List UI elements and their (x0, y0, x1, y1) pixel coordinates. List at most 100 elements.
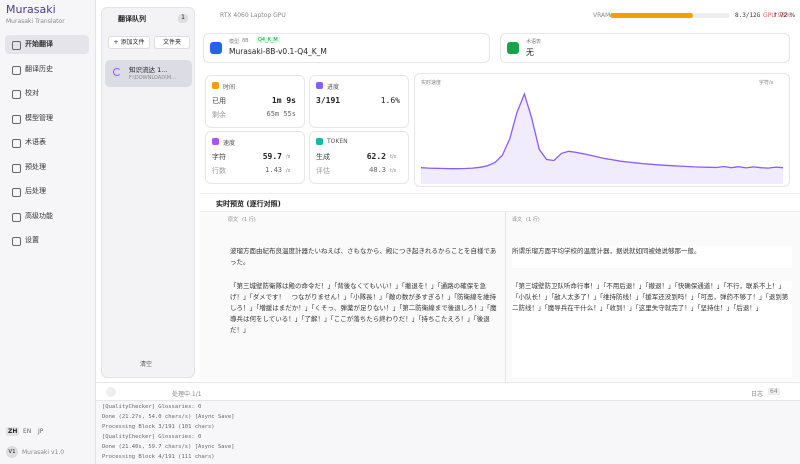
language-option[interactable]: JP (38, 428, 44, 435)
nav-item[interactable]: 翻译历史 (5, 60, 89, 79)
clear-button[interactable]: 清空 (140, 361, 153, 368)
stat-label: 剩余 (212, 111, 226, 119)
add-folder-button[interactable]: 文件夹 (154, 36, 190, 49)
chart-legend: 字符/s (759, 80, 774, 86)
stat-value: 62.2 (366, 152, 386, 161)
speed-chart (420, 92, 784, 184)
play-button[interactable] (106, 387, 116, 397)
gpu-util: GPU 98% (763, 12, 791, 19)
queue-count: 1 (178, 14, 188, 23)
stat-value: 1m 9s (271, 96, 296, 105)
source-line: 波瑠方面由紀布良温度計器たいねえば、さもなから、殿につき起きれるからことを自様で… (230, 247, 497, 266)
stat-title: 进度 (327, 84, 340, 91)
nav-item[interactable]: 术语表 (5, 133, 89, 152)
language-switch: ZH EN JP (6, 425, 90, 439)
log-label[interactable]: 日志 (751, 391, 764, 398)
stat-title: 时间 (223, 84, 236, 91)
status-state: 处理中 1/1 (172, 391, 202, 398)
stat-unit: /s (286, 168, 291, 174)
stat-label: 行数 (212, 167, 226, 175)
stat-card: 速度 字符 59.7/s 行数 1.43/s (205, 131, 305, 184)
log-count: 64 (768, 388, 780, 395)
log-line: Done (21.40s, 59.7 chars/s) [Async Save] (102, 444, 235, 450)
stat-label: 生成 (316, 153, 330, 161)
log-line: Processing Block 4/191 (111 chars) (102, 454, 215, 460)
sidebar: Murasaki Murasaki Translator ZH EN JP V1 M… (0, 0, 96, 464)
language-option[interactable]: ZH (6, 427, 20, 436)
chart-title: 实时速度 (421, 80, 442, 86)
model-label: 模型 (229, 39, 240, 45)
nav-item[interactable]: 高级功能 (5, 207, 89, 226)
target-header: 译文 (512, 217, 523, 223)
nav-item[interactable]: 校对 (5, 84, 89, 103)
target-line: 「第三城壁防卫队听命行事！」「不用后退！」「撤退！」「快确保通道！」「不行，联系… (512, 281, 792, 377)
stat-unit: t/s (390, 168, 397, 174)
add-file-button[interactable]: + 添加文件 (108, 36, 150, 49)
speed-area (421, 94, 783, 184)
model-quant: Q4_K_M (256, 37, 280, 43)
stat-title: 速度 (223, 140, 236, 147)
nav-item[interactable]: 预处理 (5, 158, 89, 177)
preview: 原文 (1 行) 译文 (1 行) 波瑠方面由紀布良温度計器たいねえば、さもなか… (200, 211, 800, 382)
nav-item[interactable]: 开始翻译 (5, 35, 89, 54)
stat-icon (212, 138, 219, 145)
source-count: (1 行) (242, 217, 256, 223)
stat-unit: t/s (390, 154, 397, 160)
app-subtitle: Murasaki Translator (6, 18, 65, 25)
nav-item[interactable]: 后处理 (5, 182, 89, 201)
vram-bar (610, 13, 730, 18)
version: Murasaki v1.0 (22, 449, 65, 456)
glossary-card[interactable]: 术语表 无 (500, 33, 790, 63)
log-panel: [QualityChecker] Glossaries: 0 Done (21.2… (96, 400, 800, 464)
stat-label: 评估 (316, 167, 330, 175)
speed-line (420, 92, 784, 170)
stat-icon (212, 82, 219, 89)
log-line: [QualityChecker] Glossaries: 0 (102, 434, 202, 440)
queue-item[interactable]: 知识流达 1... F:\DOWNLOAD\M... (105, 60, 192, 87)
source-line: 「第三城壁防衛隊は殿の命令だ！」「背後なくてもいい！」「撤退を！」「通路の確保を… (230, 282, 497, 334)
model-name: Murasaki-8B-v0.1-Q4_K_M (229, 47, 327, 56)
stat-title: TOKEN (327, 138, 348, 145)
log-line: [QualityChecker] Glossaries: 0 (102, 404, 202, 410)
log-line: Processing Block 3/191 (101 chars) (102, 424, 215, 430)
vram-label: VRAM (593, 12, 611, 19)
gpu-name: RTX 4060 Laptop GPU (220, 12, 286, 19)
target-count: (1 行) (526, 217, 540, 223)
stat-card: TOKEN 生成 62.2 t/s 评估 48.3 t/s (309, 131, 409, 184)
nav-item[interactable]: 模型管理 (5, 109, 89, 128)
preview-header: 实时预览 (逐行对照) (200, 193, 800, 209)
model-card[interactable]: 模型 8B Q4_K_M Murasaki-8B-v0.1-Q4_K_M (203, 33, 490, 63)
nav-item[interactable]: 设置 (5, 231, 89, 250)
glossary-value: 无 (526, 48, 534, 57)
stat-label: 已用 (212, 97, 226, 105)
preview-title: 实时预览 (逐行对照) (216, 200, 281, 208)
speed-chart-card: 实时速度 字符/s (414, 73, 790, 187)
target-line: 所谓乐瑠方面平均学校的温度计器，据说就如同被她说够那一般。 (512, 246, 792, 268)
queue-title: 翻译队列 (118, 15, 146, 23)
stat-card: 时间已用 1m 9s 剩余 65m 55s (205, 75, 305, 128)
stat-unit: /s (286, 154, 291, 160)
model-icon (210, 42, 222, 54)
stat-value: 59.7 (262, 152, 282, 161)
stat-icon (316, 82, 323, 89)
queue-panel: 翻译队列 1 + 添加文件 文件夹 知识流达 1... F:\DOWNLOAD\… (101, 7, 195, 378)
log-line: Done (21.27s, 54.0 chars/s) [Async Save] (102, 414, 235, 420)
source-header: 原文 (228, 217, 239, 223)
stat-value: 3/191 (316, 96, 341, 105)
stat-icon (316, 138, 323, 145)
cpu-util: ↑ 72 % (773, 12, 796, 19)
stat-value: 65m 55s (266, 110, 296, 118)
glossary-icon (507, 42, 519, 54)
model-size: 8B (242, 38, 249, 44)
user-badge: V1 (6, 446, 18, 458)
glossary-label: 术语表 (526, 39, 542, 45)
language-option[interactable]: EN (23, 428, 32, 435)
stat-label: 字符 (212, 153, 226, 161)
queue-item-path: F:\DOWNLOAD\M... (129, 75, 176, 81)
vram-value: 8.3/12G (735, 12, 761, 19)
stat-value: 48.3 (369, 166, 386, 174)
app-title: Murasaki (6, 3, 56, 16)
stat-card: 进度 3/191 1.6% (309, 75, 409, 128)
topbar: RTX 4060 Laptop GPU VRAM 8.3/12G GPU 98% (200, 0, 800, 28)
